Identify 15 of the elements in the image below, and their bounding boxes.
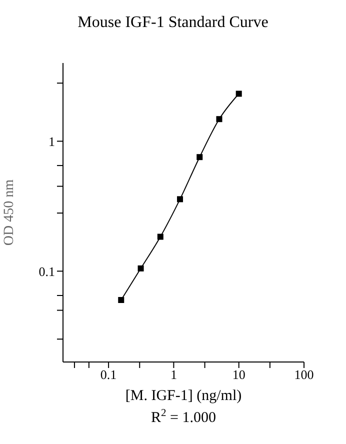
point (157, 234, 164, 240)
point (118, 297, 124, 303)
x-tick-label: 1 (170, 367, 177, 382)
y-axis-title: OD 450 nm (2, 179, 17, 246)
point (236, 90, 242, 97)
point (216, 116, 222, 122)
chart-title: Mouse IGF-1 Standard Curve (76, 14, 270, 32)
point (177, 196, 184, 202)
x-tick-label: 10 (232, 367, 246, 382)
x-tick-label: 100 (294, 367, 314, 382)
point (196, 154, 203, 160)
text: R$^{2}$ = 1.000 (151, 408, 216, 426)
x-tick-label: 0.1 (100, 367, 117, 382)
x-axis-title: [M. IGF-1] (ng/ml) (124, 388, 243, 405)
point (138, 265, 144, 272)
